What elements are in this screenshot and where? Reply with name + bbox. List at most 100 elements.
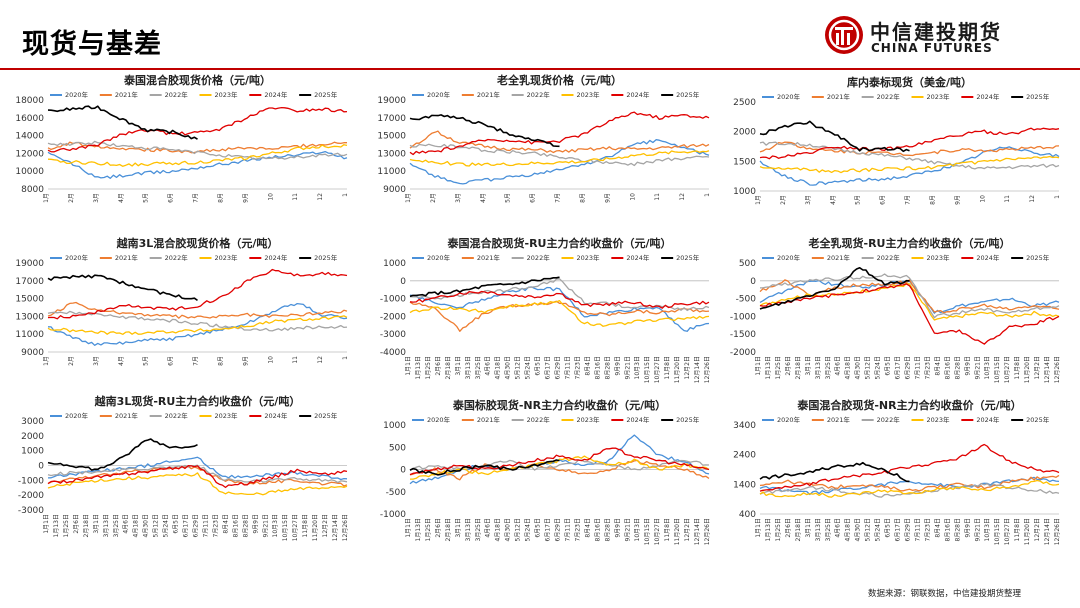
- x-tick-label: 10月15日: [994, 518, 1001, 545]
- y-tick-label: -1500: [730, 330, 756, 340]
- x-tick-label: 1月25日: [775, 518, 782, 541]
- x-tick-label: 3月1日: [455, 356, 462, 376]
- x-tick-label: 6月17日: [895, 518, 902, 541]
- y-tick-label: 13000: [15, 312, 44, 322]
- x-tick-label: 4月18日: [133, 514, 140, 537]
- x-tick-label: 8月4日: [934, 356, 941, 376]
- series-line-2021年: [409, 130, 710, 154]
- chart-panel-3: 越南3L混合胶现货价格（元/吨） 2020年 2021年 2022年 2023年 2024…: [0, 235, 355, 390]
- chart-title: 老全乳现货价格（元/吨）: [496, 73, 622, 87]
- x-tick-label: 4月6日: [485, 356, 492, 376]
- x-tick-label: 6月29日: [555, 518, 562, 541]
- x-tick-label: 4月6日: [485, 518, 492, 538]
- y-tick-label: 2400: [733, 451, 756, 461]
- x-tick-label: 7月: [905, 195, 912, 205]
- x-tick-label: 10月15日: [644, 356, 651, 383]
- legend-label: 2023年: [927, 415, 951, 424]
- series-line-2023年: [409, 150, 710, 167]
- series-line-2021年: [409, 300, 710, 332]
- x-tick-label: 12月14日: [694, 518, 701, 545]
- x-tick-label: 4月18日: [845, 518, 852, 541]
- series-line-2020年: [409, 139, 710, 185]
- y-tick-label: 3400: [733, 421, 756, 431]
- x-tick-label: 2月18日: [445, 518, 452, 541]
- x-tick-label: 5月24日: [875, 356, 882, 379]
- x-tick-label: 1月25日: [63, 514, 70, 537]
- x-tick-label: 8月4日: [222, 514, 229, 534]
- x-tick-label: 9月9日: [614, 356, 621, 376]
- x-tick-label: 1月: [405, 193, 412, 203]
- y-tick-label: 1000: [21, 447, 44, 457]
- x-tick-label: 8月: [217, 356, 224, 366]
- x-tick-label: 1月25日: [775, 356, 782, 379]
- chart-title: 泰国混合胶现货-RU主力合约收盘价（元/吨）: [447, 236, 672, 250]
- x-tick-label: 5月12日: [865, 518, 872, 541]
- legend-label: 2024年: [626, 253, 650, 262]
- x-tick-label: 10: [267, 193, 274, 201]
- series-line-2022年: [759, 141, 1060, 170]
- y-tick-label: 14000: [15, 132, 44, 142]
- legend-label: 2022年: [877, 253, 901, 262]
- legend-label: 2024年: [626, 90, 650, 99]
- x-tick-label: 1月1日: [405, 518, 412, 538]
- x-tick-label: 1月1日: [755, 518, 762, 538]
- x-tick-label: 8月4日: [584, 356, 591, 376]
- legend-label: 2021年: [827, 415, 851, 424]
- series-line-2020年: [47, 302, 348, 346]
- legend-label: 2022年: [165, 411, 189, 420]
- x-tick-label: 8月4日: [934, 518, 941, 538]
- x-tick-label: 8月28日: [954, 518, 961, 541]
- y-tick-label: 19000: [377, 96, 406, 106]
- x-tick-label: 10月3日: [984, 356, 991, 379]
- legend-label: 2025年: [1026, 92, 1050, 101]
- legend-label: 2024年: [976, 415, 1000, 424]
- x-tick-label: 3月25日: [825, 518, 832, 541]
- y-tick-label: 1400: [733, 480, 756, 490]
- x-tick-label: 4月: [118, 193, 125, 203]
- x-tick-label: 4月30日: [143, 514, 150, 537]
- x-tick-label: 1: [342, 193, 349, 197]
- x-tick-label: 8月28日: [604, 518, 611, 541]
- x-tick-label: 7月11日: [564, 518, 571, 541]
- y-tick-label: 13000: [377, 149, 406, 159]
- y-tick-label: 11000: [377, 167, 406, 177]
- x-tick-label: 5月24日: [875, 518, 882, 541]
- x-tick-label: 12月26日: [704, 356, 711, 383]
- series-line-2023年: [47, 315, 348, 335]
- y-tick-label: 9000: [21, 348, 44, 358]
- y-tick-label: 16000: [15, 114, 44, 124]
- x-tick-label: 3月25日: [475, 518, 482, 541]
- x-tick-label: 11月8日: [664, 518, 671, 541]
- series-line-2020年: [759, 476, 1060, 496]
- x-tick-label: 6月29日: [905, 518, 912, 541]
- series-line-2021年: [759, 141, 1060, 157]
- y-tick-label: 500: [389, 443, 406, 453]
- x-tick-label: 3月1日: [455, 518, 462, 538]
- legend-label: 2025年: [1026, 415, 1050, 424]
- x-tick-label: 12月2日: [1034, 518, 1041, 541]
- y-tick-label: 11000: [15, 330, 44, 340]
- series-line-2022年: [47, 310, 348, 332]
- x-tick-label: 5月24日: [163, 514, 170, 537]
- legend-label: 2020年: [427, 90, 451, 99]
- x-tick-label: 7月23日: [924, 518, 931, 541]
- chart-panel-7: 泰国标胶现货-NR主力合约收盘价（元/吨） 2020年 2021年 2022年 2023…: [362, 397, 717, 552]
- x-tick-label: 2月6日: [785, 356, 792, 376]
- x-tick-label: 9月9日: [964, 518, 971, 538]
- chart-title: 库内泰标现货（美金/吨）: [847, 75, 972, 89]
- x-tick-label: 1月13日: [765, 518, 772, 541]
- y-tick-label: 0: [400, 466, 406, 476]
- x-tick-label: 12月14日: [1044, 518, 1051, 545]
- x-tick-label: 1月25日: [425, 518, 432, 541]
- x-tick-label: 9月21日: [974, 356, 981, 379]
- x-tick-label: 12: [1029, 195, 1036, 203]
- y-tick-label: 17000: [377, 114, 406, 124]
- x-tick-label: 7月23日: [574, 518, 581, 541]
- chart-panel-0: 泰国混合胶现货价格（元/吨） 2020年 2021年 2022年 2023年 2024年 2…: [0, 72, 355, 227]
- x-tick-label: 10月15日: [644, 518, 651, 545]
- x-tick-label: 6月5日: [885, 518, 892, 538]
- y-tick-label: 9000: [383, 185, 406, 195]
- y-tick-label: 2000: [21, 432, 44, 442]
- series-line-2022年: [759, 273, 1060, 319]
- x-tick-label: 2月: [68, 193, 75, 203]
